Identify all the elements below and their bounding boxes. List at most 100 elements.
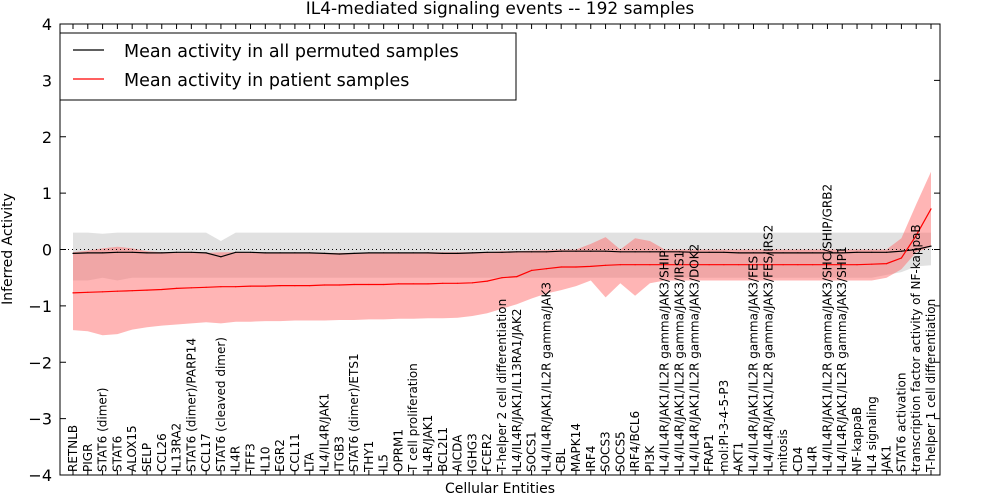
data-point-patient	[442, 282, 444, 284]
data-point-permuted	[353, 252, 355, 254]
data-point-permuted	[545, 251, 548, 253]
data-point-patient	[826, 264, 829, 266]
x-tick-label: STAT6 activation	[894, 372, 908, 472]
patient-confidence-band	[73, 171, 931, 336]
x-tick-label: STAT6 (dimer)/ETS1	[347, 353, 361, 472]
data-point-permuted	[856, 251, 858, 253]
x-tick-label: PIGR	[81, 444, 95, 472]
data-point-permuted	[87, 252, 89, 254]
data-point-permuted	[249, 251, 252, 253]
data-point-permuted	[752, 252, 755, 254]
x-tick-label: MAPK14	[569, 423, 583, 472]
data-point-permuted	[102, 252, 104, 254]
x-tick-label: T cell proliferation	[406, 363, 420, 473]
x-tick-label: IL4/IL4R/JAK1/IL2R gamma/JAK3/SHP1	[835, 246, 849, 472]
x-tick-label: THY1	[362, 441, 376, 473]
x-tick-label: TFF3	[244, 443, 258, 473]
data-point-permuted	[205, 252, 207, 254]
data-point-patient	[471, 282, 473, 284]
data-point-patient	[412, 283, 414, 285]
y-axis-label: Inferred Activity	[0, 193, 16, 305]
x-tick-label: AICDA	[451, 434, 465, 472]
x-tick-label: IL4/IL4R/JAK1/IL2R gamma/JAK3/IRS1	[673, 251, 687, 472]
x-tick-label: IL4 signaling	[865, 396, 879, 472]
y-tick-label: 2	[42, 128, 52, 147]
data-point-permuted	[886, 251, 888, 253]
data-point-permuted	[383, 252, 385, 254]
data-point-patient	[309, 285, 311, 287]
x-tick-label: SOCS1	[525, 431, 539, 472]
data-point-patient	[131, 290, 133, 292]
data-point-patient	[249, 285, 252, 287]
data-point-patient	[72, 292, 74, 294]
data-point-permuted	[338, 253, 340, 255]
x-tick-label: SELP	[140, 443, 154, 472]
x-axis-label: Cellular Entities	[445, 481, 555, 497]
data-point-permuted	[501, 251, 503, 253]
data-point-patient	[560, 266, 562, 268]
data-point-patient	[856, 264, 858, 266]
x-tick-label: STAT6 (dimer)/PARP14	[184, 338, 198, 472]
data-point-patient	[146, 289, 148, 291]
data-point-patient	[457, 282, 459, 284]
data-point-permuted	[738, 252, 740, 254]
data-point-patient	[678, 264, 681, 266]
x-tick-label: LTA	[303, 452, 317, 472]
data-point-permuted	[442, 252, 444, 254]
data-point-permuted	[841, 252, 843, 254]
legend: Mean activity in all permuted samples Me…	[59, 32, 517, 101]
x-tick-label: IRF4/BCL6	[628, 411, 642, 472]
y-tick-label: 4	[42, 15, 52, 34]
data-point-permuted	[220, 256, 222, 258]
y-tick-label: −1	[28, 297, 52, 316]
x-tick-label: mol:PI-3-4-5-P3	[717, 380, 731, 472]
data-point-permuted	[575, 250, 577, 252]
data-point-permuted	[516, 251, 518, 253]
x-tick-label: ALOX15	[125, 425, 139, 472]
data-point-permuted	[678, 251, 681, 253]
data-point-patient	[664, 264, 666, 266]
x-tick-label: CCL11	[288, 433, 302, 472]
x-tick-label: EGR2	[273, 439, 287, 472]
data-point-permuted	[605, 250, 607, 252]
data-point-permuted	[116, 251, 118, 253]
data-point-patient	[235, 286, 237, 288]
data-point-permuted	[457, 252, 459, 254]
x-tick-label: OPRM1	[391, 429, 405, 472]
data-point-patient	[649, 264, 651, 266]
x-tick-label: ITGB3	[332, 436, 346, 472]
data-point-permuted	[294, 252, 296, 254]
data-point-patient	[605, 264, 607, 266]
x-tick-label: JAK1	[880, 445, 894, 473]
x-tick-label: IL4R/JAK1	[421, 415, 435, 472]
x-tick-label: BCL2L1	[436, 427, 450, 472]
data-point-patient	[338, 284, 340, 286]
data-point-permuted	[930, 245, 932, 247]
data-point-patient	[708, 264, 710, 266]
data-point-permuted	[397, 252, 399, 254]
x-tick-label: SOCS3	[599, 431, 613, 472]
data-point-permuted	[723, 251, 725, 253]
data-point-patient	[812, 264, 814, 266]
data-point-patient	[900, 257, 903, 259]
data-point-patient	[531, 269, 533, 271]
x-tick-label: AKT1	[732, 442, 746, 472]
x-tick-label: STAT6	[110, 436, 124, 472]
data-point-patient	[397, 283, 399, 285]
x-tick-label: IL4R	[229, 446, 243, 472]
data-point-permuted	[279, 252, 281, 254]
data-point-permuted	[664, 251, 666, 253]
x-tick-label: CCL17	[199, 433, 213, 472]
data-point-permuted	[619, 251, 621, 253]
data-point-patient	[634, 264, 636, 266]
data-point-patient	[205, 286, 207, 288]
x-tick-label: FCER2	[480, 433, 494, 472]
x-tick-label: IL4/IL4R/JAK1/IL2R gamma/JAK3/SHC/SHIP/G…	[820, 184, 834, 472]
legend-label-patient: Mean activity in patient samples	[124, 71, 409, 91]
data-point-permuted	[309, 252, 311, 254]
data-point-patient	[161, 288, 163, 291]
x-tick-label: T-helper 2 cell differentiation	[495, 299, 509, 473]
data-point-patient	[915, 234, 917, 236]
